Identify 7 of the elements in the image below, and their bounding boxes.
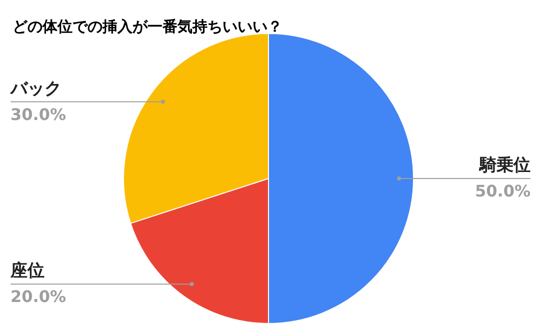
slice-label: バック <box>10 78 62 99</box>
slice-label: 座位 <box>10 261 44 282</box>
data-label: 50.0% <box>474 182 531 200</box>
chart-title: どの体位での挿入が一番気持ちいいい？ <box>12 18 282 36</box>
data-label: 30.0% <box>10 104 66 124</box>
data-label: 20.0% <box>10 287 66 306</box>
slice-label: 騎乗位 <box>478 156 530 176</box>
